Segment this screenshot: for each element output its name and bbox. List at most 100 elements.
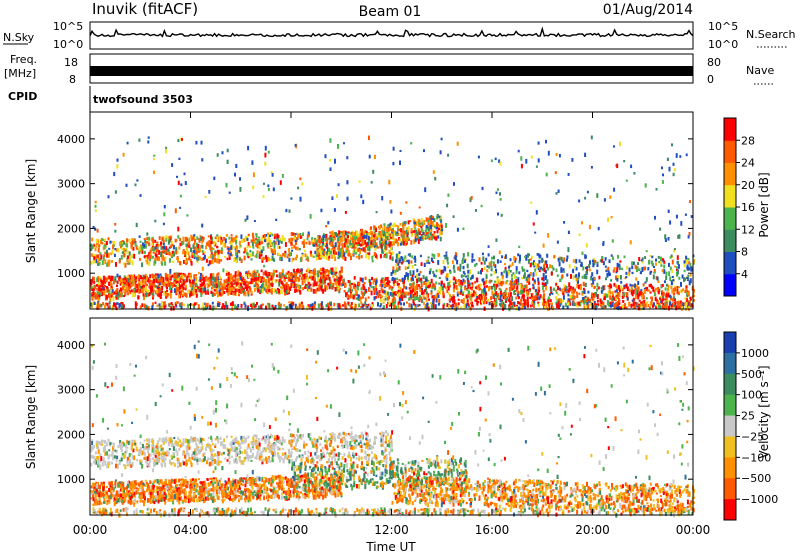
rti-cell — [687, 292, 690, 295]
rti-cell — [379, 284, 382, 287]
rti-cell — [156, 255, 159, 261]
rti-cell — [285, 289, 288, 294]
rti-cell — [683, 269, 686, 273]
rti-cell — [166, 289, 169, 292]
rti-cell — [393, 297, 396, 300]
rti-cell — [201, 274, 204, 280]
rti-cell — [428, 236, 431, 241]
rti-cell — [210, 240, 213, 245]
rti-cell — [434, 234, 437, 237]
rti-cell — [230, 240, 233, 243]
rti-cell — [377, 295, 380, 299]
rti-cell — [203, 302, 206, 305]
rti-cell — [445, 222, 448, 228]
rti-cell — [307, 231, 310, 237]
rti-cell — [165, 277, 168, 282]
rti-cell — [483, 301, 485, 305]
rti-cell — [336, 236, 339, 241]
rti-cell — [671, 298, 674, 302]
rti-cell — [379, 294, 382, 297]
rti-cell — [129, 242, 132, 245]
rti-cell — [338, 277, 341, 283]
rti-cell — [372, 238, 375, 242]
rti-cell — [188, 243, 191, 249]
rti-cell — [337, 144, 339, 149]
rti-cell — [245, 285, 248, 289]
rti-cell — [672, 249, 675, 253]
rti-cell — [579, 302, 582, 306]
rti-cell — [182, 250, 185, 255]
rti-cell — [621, 295, 624, 299]
rti-cell — [282, 274, 284, 278]
rti-cell — [246, 287, 248, 291]
rti-cell — [606, 273, 609, 278]
rti-cell — [631, 271, 634, 275]
rti-cell — [411, 255, 414, 259]
rti-cell — [250, 277, 253, 283]
rti-cell — [314, 242, 317, 247]
rti-cell — [232, 292, 235, 296]
rti-cell — [487, 253, 490, 257]
rti-cell — [219, 249, 221, 254]
rti-cell — [414, 303, 417, 309]
rti-cell — [266, 256, 269, 261]
rti-cell — [112, 280, 115, 284]
rti-cell — [108, 275, 111, 280]
rti-cell — [313, 280, 316, 284]
rti-cell — [527, 253, 529, 258]
rti-cell — [139, 258, 141, 261]
rti-cell — [337, 285, 340, 290]
rti-cell — [388, 225, 391, 229]
rti-cell — [197, 286, 200, 289]
rti-cell — [270, 291, 273, 295]
rti-cell — [505, 273, 508, 279]
rti-cell — [239, 177, 241, 181]
rti-cell — [166, 277, 169, 282]
rti-cell — [120, 281, 123, 284]
rti-cell — [226, 287, 229, 293]
rti-cell — [206, 289, 209, 292]
rti-cell — [545, 301, 548, 306]
rti-cell — [673, 168, 676, 172]
rti-cell — [310, 271, 313, 274]
rti-cell — [542, 302, 545, 306]
rti-cell — [541, 277, 544, 281]
rti-cell — [283, 253, 286, 258]
rti-cell — [335, 271, 338, 274]
rti-cell — [554, 171, 557, 175]
rti-cell — [517, 295, 520, 300]
rti-cell — [144, 286, 147, 291]
rti-cell — [107, 306, 110, 310]
rti-cell — [375, 243, 378, 248]
rti-cell — [605, 269, 608, 273]
rti-cell — [552, 267, 555, 271]
rti-cell — [209, 305, 212, 310]
rti-cell — [672, 279, 675, 282]
rti-cell — [669, 294, 672, 298]
rti-cell — [139, 285, 142, 289]
rti-cell — [450, 297, 453, 301]
rti-cell — [201, 244, 204, 249]
rti-cell — [561, 288, 563, 291]
rti-cell — [670, 305, 673, 309]
rti-cell — [247, 282, 250, 287]
rti-cell — [615, 293, 618, 297]
rti-cell — [156, 247, 159, 252]
rti-cell — [308, 240, 311, 245]
rti-cell — [139, 248, 142, 253]
rti-cell — [121, 240, 124, 242]
rti-cell — [289, 239, 292, 244]
rti-cell — [484, 295, 487, 299]
rti-cell — [125, 183, 128, 187]
rti-cell — [163, 250, 166, 254]
rti-cell — [173, 288, 176, 293]
rti-cell — [523, 274, 526, 279]
rti-cell — [166, 292, 169, 298]
rti-cell — [108, 305, 111, 309]
rti-cell — [203, 284, 206, 288]
rti-cell — [274, 280, 277, 284]
rti-cell — [211, 236, 214, 241]
rti-cell — [581, 275, 584, 279]
rti-cell — [393, 301, 395, 305]
rti-cell — [136, 179, 139, 182]
